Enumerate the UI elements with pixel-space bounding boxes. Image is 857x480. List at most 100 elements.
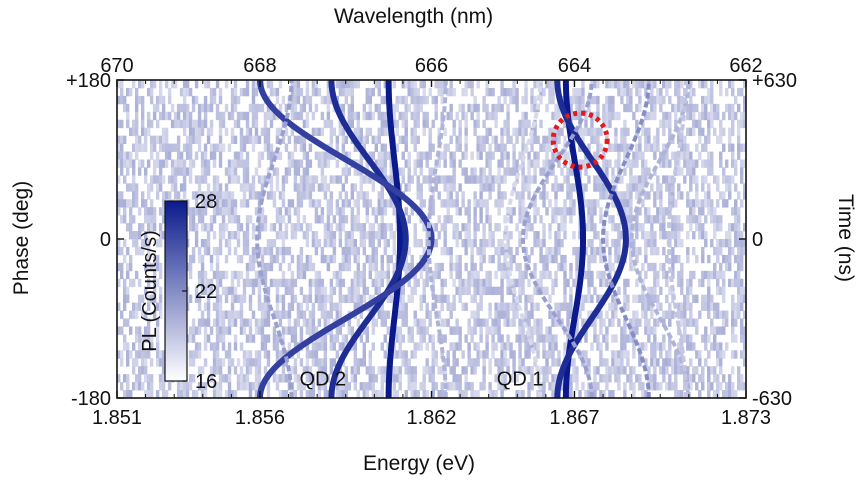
heatmap-cell [449, 215, 453, 224]
heatmap-cell [485, 151, 489, 160]
heatmap-cell [710, 382, 714, 391]
heatmap-cell [134, 334, 139, 343]
heatmap-cell [413, 318, 417, 327]
heatmap-cell [161, 374, 166, 383]
heatmap-cell [185, 111, 190, 121]
heatmap-cell [644, 167, 648, 176]
heatmap-cell [659, 207, 663, 216]
heatmap-cell [581, 95, 585, 105]
heatmap-cell [668, 80, 672, 89]
heatmap-cell [149, 143, 154, 152]
heatmap-cell [341, 334, 346, 343]
heatmap-cell [386, 199, 390, 208]
heatmap-cell [359, 191, 364, 200]
heatmap-cell [413, 366, 417, 375]
heatmap-cell [218, 382, 223, 391]
heatmap-cell [512, 207, 516, 216]
heatmap-cell [734, 302, 738, 311]
heatmap-cell [584, 246, 588, 256]
heatmap-cell [212, 175, 217, 184]
heatmap-cell [176, 191, 181, 200]
heatmap-cell [632, 310, 636, 319]
heatmap-cell [230, 310, 235, 319]
heatmap-cell [302, 215, 307, 224]
heatmap-cell [623, 366, 627, 375]
heatmap-cell [461, 191, 465, 200]
heatmap-cell [347, 286, 352, 296]
heatmap-cell [590, 119, 594, 129]
heatmap-cell [299, 286, 304, 296]
heatmap-cell [731, 80, 735, 89]
heatmap-cell [743, 111, 746, 121]
heatmap-cell [419, 270, 423, 280]
heatmap-cell [251, 231, 256, 240]
heatmap-cell [512, 95, 516, 105]
heatmap-cell [437, 270, 441, 280]
heatmap-cell [665, 175, 669, 184]
heatmap-cell [524, 183, 528, 192]
heatmap-cell [117, 95, 121, 105]
heatmap-cell [120, 119, 124, 129]
heatmap-cell [344, 390, 349, 398]
heatmap-cell [731, 207, 735, 216]
heatmap-cell [395, 143, 399, 152]
heatmap-cell [257, 350, 262, 359]
heatmap-cell [383, 334, 387, 343]
heatmap-cell [338, 286, 343, 296]
heatmap-cell [308, 191, 313, 200]
heatmap-cell [284, 143, 289, 152]
heatmap-cell [251, 183, 256, 192]
heatmap-cell [653, 262, 657, 272]
heatmap-cell [143, 239, 148, 248]
heatmap-cell [653, 326, 657, 335]
heatmap-cell [719, 350, 723, 359]
heatmap-cell [170, 119, 175, 129]
heatmap-cell [695, 223, 699, 232]
heatmap-cell [641, 231, 645, 240]
heatmap-cell [140, 294, 145, 303]
heatmap-cell [335, 270, 340, 280]
heatmap-cell [593, 135, 597, 144]
heatmap-cell [626, 87, 630, 97]
heatmap-cell [389, 167, 393, 176]
heatmap-cell [716, 286, 720, 296]
heatmap-cell [251, 191, 256, 200]
heatmap-cell [623, 286, 627, 296]
heatmap-cell [239, 366, 244, 375]
heatmap-cell [203, 159, 208, 168]
heatmap-cell [464, 302, 468, 311]
heatmap-cell [632, 111, 636, 121]
heatmap-cell [473, 270, 477, 280]
heatmap-cell [497, 143, 501, 152]
heatmap-cell [122, 318, 127, 327]
heatmap-cell [569, 207, 573, 216]
heatmap-cell [257, 286, 262, 296]
heatmap-cell [482, 278, 486, 288]
heatmap-cell [317, 382, 322, 391]
heatmap-cell [251, 175, 256, 184]
heatmap-cell [680, 318, 684, 327]
heatmap-cell [137, 80, 142, 89]
heatmap-cell [665, 278, 669, 288]
heatmap-cell [467, 103, 471, 113]
heatmap-cell [245, 175, 250, 184]
heatmap-cell [362, 342, 367, 351]
heatmap-cell [551, 382, 555, 391]
heatmap-cell [494, 286, 498, 296]
heatmap-cell [377, 127, 381, 137]
heatmap-cell [707, 167, 711, 176]
heatmap-cell [521, 127, 525, 137]
heatmap-cell [596, 231, 600, 240]
heatmap-cell [365, 175, 369, 184]
heatmap-cell [506, 87, 510, 97]
heatmap-cell [467, 80, 471, 89]
emission-line-6 [562, 80, 587, 398]
heatmap-cell [158, 382, 163, 391]
heatmap-cell [650, 374, 654, 383]
heatmap-cell [344, 175, 349, 184]
emission-line-12 [503, 80, 543, 398]
heatmap-cell [554, 199, 558, 208]
heatmap-cell [117, 151, 121, 160]
heatmap-cell [194, 95, 199, 105]
heatmap-cell [560, 223, 564, 232]
